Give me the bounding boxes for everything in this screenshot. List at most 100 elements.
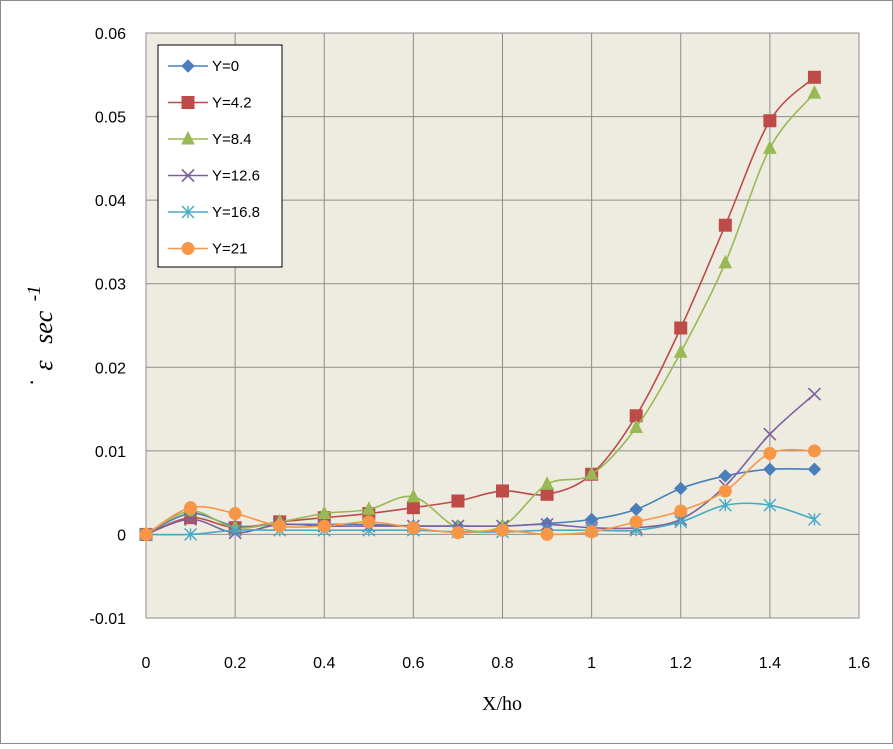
legend-label-1: Y=4.2: [212, 95, 252, 112]
data-point-4-14: [763, 498, 777, 512]
legend-item-0: Y=0: [168, 58, 239, 75]
legend-marker-2: [181, 130, 195, 145]
legend-marker-4: [181, 205, 195, 219]
data-point-4-12: [674, 515, 688, 529]
data-point-0-12: [674, 481, 688, 496]
data-point-1-15: [807, 70, 821, 84]
legend-item-1: Y=4.2: [168, 95, 252, 112]
y-axis-label-unit: sec: [29, 310, 58, 344]
y-tick-label-0: -0.01: [90, 611, 127, 628]
y-tick-label-1: 0: [117, 527, 126, 544]
x-axis-tick-labels: 0 0.2 0.4 0.6 0.8 1 1.2 1.4 1.6: [142, 655, 871, 672]
data-point-0-15: [807, 462, 822, 476]
y-tick-label-5: 0.04: [95, 193, 126, 210]
data-point-2-11: [629, 419, 643, 433]
series-line-5: [145, 448, 815, 536]
data-point-0-11: [629, 502, 643, 517]
svg-text:ε sec -1: ε sec -1: [24, 285, 58, 370]
legend-marker-5: [181, 242, 195, 255]
data-point-1-14: [763, 114, 777, 128]
data-point-5-9: [540, 527, 554, 541]
legend-label-3: Y=12.6: [212, 168, 260, 185]
data-point-2-14: [763, 140, 777, 154]
data-point-5-2: [228, 507, 242, 521]
data-point-5-8: [496, 523, 509, 537]
data-point-1-8: [496, 484, 509, 498]
legend-label-4: Y=16.8: [212, 204, 260, 221]
data-series: [139, 70, 822, 542]
data-point-5-13: [718, 484, 732, 498]
data-point-2-12: [673, 344, 688, 358]
data-point-4-2: [228, 523, 242, 537]
x-tick-label-6: 1.2: [670, 655, 692, 672]
data-point-5-14: [763, 446, 777, 460]
data-point-4-1: [184, 527, 198, 541]
data-point-5-12: [674, 504, 688, 518]
legend-label-5: Y=21: [212, 241, 247, 258]
x-tick-label-3: 0.6: [402, 655, 424, 672]
x-tick-label-0: 0: [142, 655, 151, 672]
data-point-2-10: [584, 466, 599, 480]
data-point-0-13: [718, 469, 733, 483]
y-axis-label: ε sec -1 ·: [18, 285, 58, 386]
data-point-5-10: [585, 525, 599, 539]
data-point-1-9: [540, 487, 554, 501]
y-tick-label-2: 0.01: [95, 444, 126, 461]
x-axis-label: X/ho: [482, 693, 522, 715]
legend-item-2: Y=8.4: [168, 130, 252, 148]
data-point-5-5: [362, 515, 376, 529]
y-tick-label-7: 0.06: [95, 26, 126, 43]
legend-item-3: Y=12.6: [168, 168, 260, 185]
y-tick-label-6: 0.05: [95, 110, 126, 127]
data-point-3-1: [183, 512, 198, 526]
data-point-2-4: [317, 505, 332, 520]
data-point-1-12: [674, 321, 688, 335]
data-point-4-13: [718, 498, 732, 512]
data-point-2-6: [406, 488, 421, 503]
legend: Y=0 Y=4.2 Y=8.4 Y=12.6 Y=16.8 Y=21: [157, 44, 283, 268]
x-tick-label-4: 0.8: [491, 655, 513, 672]
data-point-5-6: [406, 521, 420, 535]
data-point-3-15: [807, 387, 822, 401]
y-tick-label-3: 0.02: [95, 360, 126, 377]
x-tick-label-8: 1.6: [848, 655, 870, 672]
legend-marker-3: [181, 168, 195, 183]
data-point-1-13: [718, 218, 732, 232]
legend-item-5: Y=21: [168, 241, 247, 258]
data-point-5-4: [317, 519, 331, 533]
y-tick-label-4: 0.03: [95, 277, 126, 294]
data-point-5-0: [139, 527, 153, 541]
series-line-3: [145, 393, 815, 536]
data-point-5-11: [629, 515, 643, 529]
y-axis-label-exponent: -1: [24, 285, 45, 301]
data-point-5-1: [184, 501, 198, 515]
data-point-1-7: [451, 494, 465, 508]
data-point-4-15: [807, 512, 821, 526]
data-point-2-5: [362, 501, 376, 515]
series-5: [139, 444, 821, 541]
data-point-3-14: [763, 427, 777, 441]
data-point-2-15: [807, 85, 822, 99]
x-tick-label-2: 0.4: [313, 655, 335, 672]
y-axis-tick-labels: -0.01 0 0.01 0.02 0.03 0.04 0.05 0.06: [90, 26, 127, 628]
x-tick-label-1: 0.2: [224, 655, 246, 672]
x-tick-label-7: 1.4: [759, 655, 781, 672]
data-point-2-9: [540, 476, 554, 490]
y-axis-label-symbol: ε: [29, 360, 58, 371]
data-point-2-13: [718, 254, 733, 269]
legend-item-4: Y=16.8: [168, 204, 260, 221]
data-point-5-7: [451, 526, 465, 540]
y-axis-label-dot: ·: [18, 379, 43, 386]
x-tick-label-5: 1: [587, 655, 596, 672]
legend-box: [157, 44, 283, 268]
data-point-0-14: [763, 462, 777, 476]
legend-marker-1: [181, 96, 195, 109]
data-point-5-3: [273, 519, 287, 533]
legend-marker-0: [181, 59, 195, 73]
data-point-1-6: [406, 501, 420, 515]
data-point-5-15: [807, 444, 821, 458]
legend-label-2: Y=8.4: [212, 131, 252, 148]
legend-label-0: Y=0: [212, 58, 239, 75]
